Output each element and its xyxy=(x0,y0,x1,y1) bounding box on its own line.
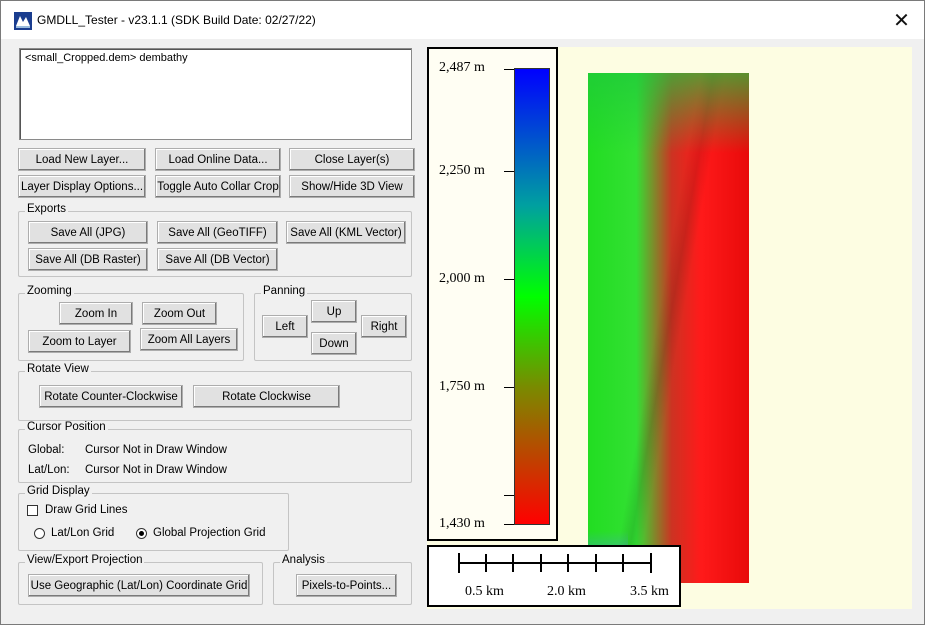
legend-tick xyxy=(504,387,514,388)
pan-left-button[interactable]: Left xyxy=(262,315,308,338)
global-projection-grid-radio[interactable] xyxy=(136,528,147,539)
legend-label-max: 2,487 m xyxy=(439,60,485,75)
use-geographic-grid-button[interactable]: Use Geographic (Lat/Lon) Coordinate Grid xyxy=(28,574,250,597)
zoom-all-layers-button[interactable]: Zoom All Layers xyxy=(140,328,238,351)
scale-tick xyxy=(540,554,542,572)
latlon-value: Cursor Not in Draw Window xyxy=(85,464,227,476)
pixels-to-points-button[interactable]: Pixels-to-Points... xyxy=(296,574,397,597)
latlon-label: Lat/Lon: xyxy=(28,464,70,476)
view-export-projection-group: View/Export Projection xyxy=(18,554,263,605)
close-icon[interactable]: ✕ xyxy=(893,8,910,32)
legend-label-min: 1,430 m xyxy=(439,516,485,531)
grid-display-group-label: Grid Display xyxy=(25,485,92,497)
layers-list-textarea[interactable]: <small_Cropped.dem> dembathy xyxy=(19,48,412,140)
rotate-clockwise-button[interactable]: Rotate Clockwise xyxy=(193,385,340,408)
exports-group: Exports xyxy=(18,203,412,277)
legend-tick xyxy=(504,279,514,280)
legend-label-1750: 1,750 m xyxy=(439,379,485,394)
panning-group-label: Panning xyxy=(261,285,308,297)
cursor-position-group: Cursor Position xyxy=(18,421,412,483)
pan-up-button[interactable]: Up xyxy=(311,300,357,323)
pan-down-button[interactable]: Down xyxy=(311,332,357,355)
global-projection-grid-label[interactable]: Global Projection Grid xyxy=(153,527,266,539)
zoom-to-layer-button[interactable]: Zoom to Layer xyxy=(28,330,131,353)
window-title: GMDLL_Tester - v23.1.1 (SDK Build Date: … xyxy=(37,13,316,27)
scale-tick xyxy=(512,554,514,572)
grid-display-group: Grid Display xyxy=(18,485,289,551)
scale-tick xyxy=(485,554,487,572)
scale-label-0-5km: 0.5 km xyxy=(465,584,504,599)
scale-tick xyxy=(650,553,652,573)
app-icon xyxy=(14,12,32,30)
load-online-data-button[interactable]: Load Online Data... xyxy=(155,148,281,171)
scale-tick xyxy=(458,553,460,573)
draw-grid-lines-checkbox[interactable] xyxy=(27,505,38,516)
latlon-grid-radio[interactable] xyxy=(34,528,45,539)
rotate-counter-clockwise-button[interactable]: Rotate Counter-Clockwise xyxy=(39,385,183,408)
toggle-auto-collar-crop-button[interactable]: Toggle Auto Collar Crop xyxy=(155,175,281,198)
scale-tick xyxy=(595,554,597,572)
scale-tick xyxy=(567,554,569,572)
rotate-view-group: Rotate View xyxy=(18,363,412,421)
elevation-color-ramp xyxy=(514,68,550,525)
show-hide-3d-view-button[interactable]: Show/Hide 3D View xyxy=(289,175,415,198)
legend-tick xyxy=(504,495,514,496)
global-value: Cursor Not in Draw Window xyxy=(85,444,227,456)
title-bar[interactable]: GMDLL_Tester - v23.1.1 (SDK Build Date: … xyxy=(1,1,924,39)
panning-group: Panning xyxy=(254,285,412,361)
scale-tick xyxy=(622,554,624,572)
zoom-out-button[interactable]: Zoom Out xyxy=(142,302,217,325)
dem-raster-image xyxy=(588,73,749,583)
scale-label-2-0km: 2.0 km xyxy=(547,584,586,599)
analysis-group-label: Analysis xyxy=(280,554,327,566)
legend-tick xyxy=(504,69,514,70)
save-all-db-vector-button[interactable]: Save All (DB Vector) xyxy=(157,248,278,271)
draw-grid-lines-label[interactable]: Draw Grid Lines xyxy=(45,504,128,516)
zooming-group-label: Zooming xyxy=(25,285,74,297)
latlon-grid-label[interactable]: Lat/Lon Grid xyxy=(51,527,115,539)
dem-raster-highlight xyxy=(588,73,749,153)
close-layers-button[interactable]: Close Layer(s) xyxy=(289,148,415,171)
exports-group-label: Exports xyxy=(25,203,68,215)
load-new-layer-button[interactable]: Load New Layer... xyxy=(18,148,146,171)
scale-bar-line xyxy=(458,562,652,564)
save-all-kml-vector-button[interactable]: Save All (KML Vector) xyxy=(286,221,406,244)
save-all-geotiff-button[interactable]: Save All (GeoTIFF) xyxy=(157,221,278,244)
rotate-view-group-label: Rotate View xyxy=(25,363,91,375)
scale-label-3-5km: 3.5 km xyxy=(630,584,669,599)
legend-label-2250: 2,250 m xyxy=(439,163,485,178)
view-export-projection-group-label: View/Export Projection xyxy=(25,554,145,566)
legend-tick xyxy=(504,524,514,525)
analysis-group: Analysis xyxy=(273,554,412,605)
save-all-db-raster-button[interactable]: Save All (DB Raster) xyxy=(28,248,148,271)
legend-label-2000: 2,000 m xyxy=(439,271,485,286)
legend-tick xyxy=(504,171,514,172)
scale-bar xyxy=(427,545,681,607)
zoom-in-button[interactable]: Zoom In xyxy=(59,302,133,325)
pan-right-button[interactable]: Right xyxy=(361,315,407,338)
layer-display-options-button[interactable]: Layer Display Options... xyxy=(18,175,146,198)
cursor-position-group-label: Cursor Position xyxy=(25,421,108,433)
global-label: Global: xyxy=(28,444,65,456)
zooming-group: Zooming xyxy=(18,285,244,361)
save-all-jpg-button[interactable]: Save All (JPG) xyxy=(28,221,148,244)
